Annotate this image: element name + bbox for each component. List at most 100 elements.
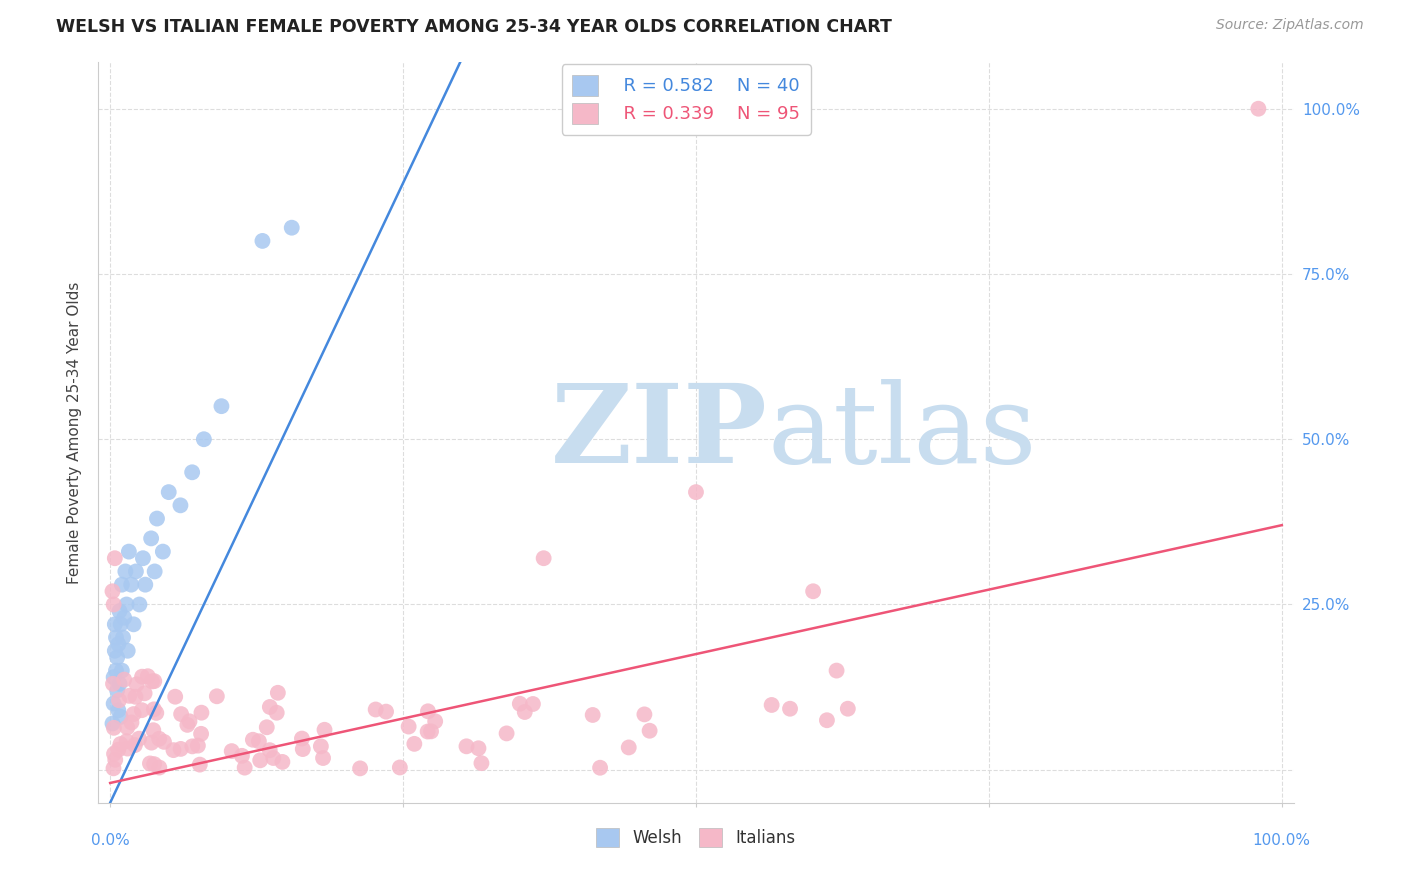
Point bbox=[105, 650, 128, 665]
Point bbox=[107, 703, 129, 717]
Point bbox=[242, 732, 264, 747]
Point bbox=[205, 690, 228, 704]
Point bbox=[143, 757, 166, 772]
Point bbox=[456, 739, 478, 754]
Point bbox=[467, 741, 489, 756]
Point bbox=[416, 704, 439, 718]
Point bbox=[125, 565, 148, 579]
Point bbox=[779, 702, 801, 716]
Point bbox=[188, 757, 211, 772]
Point bbox=[124, 690, 146, 704]
Point bbox=[143, 674, 166, 689]
Point bbox=[247, 734, 270, 748]
Point bbox=[101, 677, 124, 691]
Point bbox=[117, 721, 139, 735]
Point bbox=[103, 761, 125, 775]
Point bbox=[131, 703, 153, 717]
Point bbox=[364, 702, 387, 716]
Point bbox=[103, 670, 125, 684]
Point bbox=[105, 631, 128, 645]
Point bbox=[509, 697, 531, 711]
Point bbox=[190, 727, 212, 741]
Point bbox=[179, 714, 201, 729]
Point bbox=[103, 747, 125, 761]
Point bbox=[231, 748, 253, 763]
Point bbox=[513, 705, 536, 719]
Point bbox=[825, 664, 848, 678]
Point bbox=[617, 740, 640, 755]
Point bbox=[146, 511, 169, 525]
Text: 0.0%: 0.0% bbox=[91, 833, 129, 848]
Point bbox=[120, 577, 142, 591]
Point bbox=[104, 753, 127, 767]
Point bbox=[633, 707, 655, 722]
Point bbox=[148, 760, 170, 774]
Point bbox=[425, 714, 447, 729]
Point bbox=[132, 551, 155, 566]
Point bbox=[141, 532, 163, 546]
Point bbox=[115, 734, 138, 748]
Point bbox=[211, 399, 233, 413]
Point bbox=[115, 598, 138, 612]
Point bbox=[170, 742, 193, 756]
Point bbox=[107, 742, 129, 756]
Point bbox=[128, 598, 150, 612]
Point bbox=[522, 697, 544, 711]
Point bbox=[314, 723, 336, 737]
Point bbox=[266, 706, 288, 720]
Point bbox=[589, 761, 612, 775]
Point bbox=[165, 690, 187, 704]
Point bbox=[110, 710, 132, 724]
Point bbox=[1247, 102, 1270, 116]
Point bbox=[110, 737, 132, 751]
Point bbox=[291, 742, 314, 756]
Point bbox=[148, 731, 170, 746]
Point bbox=[837, 702, 859, 716]
Point bbox=[112, 631, 135, 645]
Point bbox=[111, 664, 134, 678]
Legend: Welsh, Italians: Welsh, Italians bbox=[589, 822, 803, 854]
Point bbox=[233, 761, 256, 775]
Point bbox=[121, 715, 143, 730]
Point bbox=[249, 753, 271, 767]
Point bbox=[105, 664, 128, 678]
Point bbox=[110, 617, 132, 632]
Point bbox=[134, 686, 156, 700]
Point bbox=[122, 707, 145, 722]
Point bbox=[111, 577, 134, 591]
Point bbox=[125, 677, 148, 691]
Point bbox=[169, 499, 191, 513]
Point bbox=[142, 723, 165, 738]
Point bbox=[101, 584, 124, 599]
Text: ZIP: ZIP bbox=[551, 379, 768, 486]
Point bbox=[638, 723, 661, 738]
Point bbox=[152, 544, 174, 558]
Text: WELSH VS ITALIAN FEMALE POVERTY AMONG 25-34 YEAR OLDS CORRELATION CHART: WELSH VS ITALIAN FEMALE POVERTY AMONG 25… bbox=[56, 18, 893, 36]
Point bbox=[221, 744, 243, 758]
Point bbox=[309, 739, 332, 754]
Point bbox=[187, 739, 209, 753]
Text: Source: ZipAtlas.com: Source: ZipAtlas.com bbox=[1216, 18, 1364, 32]
Point bbox=[134, 577, 156, 591]
Point bbox=[685, 485, 707, 500]
Point bbox=[815, 713, 838, 727]
Point bbox=[176, 718, 198, 732]
Point bbox=[117, 644, 139, 658]
Point bbox=[193, 432, 215, 446]
Point bbox=[259, 700, 281, 714]
Point bbox=[470, 756, 492, 771]
Point bbox=[112, 673, 135, 687]
Point bbox=[104, 617, 127, 632]
Point bbox=[118, 544, 141, 558]
Point bbox=[404, 737, 426, 751]
Point bbox=[761, 698, 783, 712]
Point bbox=[103, 721, 125, 735]
Point bbox=[281, 220, 304, 235]
Point bbox=[153, 735, 176, 749]
Point bbox=[398, 720, 420, 734]
Point bbox=[267, 686, 290, 700]
Point bbox=[118, 689, 141, 703]
Point bbox=[143, 565, 166, 579]
Y-axis label: Female Poverty Among 25-34 Year Olds: Female Poverty Among 25-34 Year Olds bbox=[66, 282, 82, 583]
Point bbox=[105, 683, 128, 698]
